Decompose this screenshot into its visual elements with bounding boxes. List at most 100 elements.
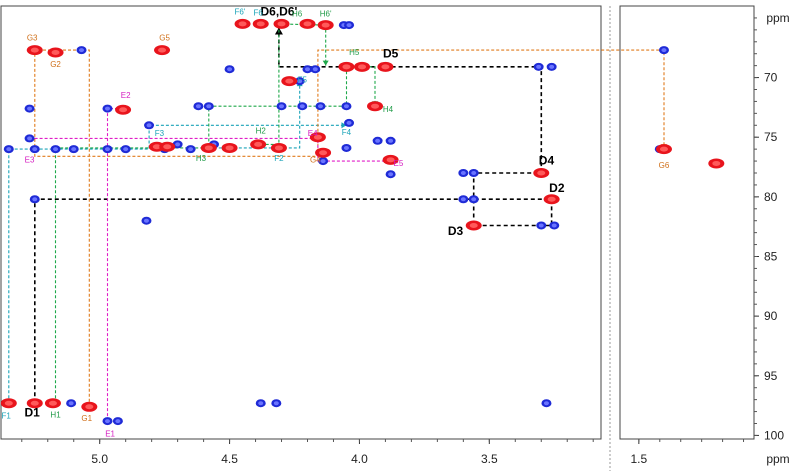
blue-crosspeak (318, 157, 329, 166)
y-tick-label: 70 (764, 71, 778, 85)
blue-crosspeak (271, 399, 282, 408)
annotation-d2: D2 (549, 181, 565, 195)
annotation-g2: G2 (50, 60, 61, 69)
blue-crosspeak (458, 195, 469, 204)
blue-crosspeak (102, 104, 113, 113)
y-tick-label: 80 (764, 190, 778, 204)
annotation-g4: G4 (310, 155, 321, 164)
red-crosspeak (270, 142, 287, 153)
axes-layer: 5.0 4.5 4.0 3.5 1.5 ppm 70 75 80 85 90 95 100 ppm (21, 11, 790, 466)
x-tick-label: 4.5 (221, 452, 238, 466)
blue-crosspeak (185, 145, 196, 154)
main-plot-frame (0, 5, 602, 440)
blue-crosspeak (549, 221, 560, 230)
annotation-d5: D5 (383, 46, 399, 60)
red-crosspeak (47, 47, 64, 58)
blue-crosspeak (144, 121, 155, 130)
blue-crosspeak (341, 143, 352, 152)
blue-crosspeak (24, 104, 35, 113)
annotation-d3: D3 (448, 224, 464, 238)
blue-crosspeak (76, 46, 87, 55)
y-tick-label: 100 (764, 428, 784, 442)
blue-crosspeak (458, 168, 469, 177)
blue-crosspeak (468, 168, 479, 177)
annotation-f5: F5 (298, 75, 308, 84)
y-tick-label: 90 (764, 309, 778, 323)
red-crosspeak (317, 20, 334, 31)
blue-crosspeak (120, 145, 131, 154)
blue-crosspeak (141, 216, 152, 225)
red-crosspeak (533, 167, 550, 178)
blue-crosspeak (372, 136, 383, 145)
annotation-g1: G1 (81, 414, 92, 423)
annotation-f3: F3 (155, 129, 165, 138)
red-crosspeak (154, 45, 171, 56)
annotation-f2: F2 (274, 154, 284, 163)
x-tick-label: 1.5 (631, 452, 648, 466)
annotation-h6: H6 (292, 10, 303, 19)
crosspeaks-layer (0, 18, 725, 426)
peak-labels-layer: D1 D2 D3 D4 D5 D6,D6' F1 F2 F3 F4 F5 F6' F6 G1 G2 G3 G4 G… (2, 5, 670, 439)
x-tick-label: 4.0 (351, 452, 368, 466)
red-crosspeak (708, 158, 725, 169)
annotation-g3: G3 (27, 34, 38, 43)
blue-crosspeak (224, 65, 235, 74)
red-crosspeak (543, 194, 560, 205)
red-crosspeak (309, 132, 326, 143)
blue-crosspeak (29, 145, 40, 154)
blue-crosspeak (546, 62, 557, 71)
blue-crosspeak (24, 134, 35, 143)
annotation-h3: H3 (196, 154, 207, 163)
y-tick-label: 75 (764, 130, 778, 144)
red-crosspeak (655, 144, 672, 155)
blue-crosspeak (536, 221, 547, 230)
blue-crosspeak (3, 145, 14, 154)
blue-crosspeak (344, 21, 355, 30)
annotation-d4: D4 (539, 154, 555, 168)
blue-crosspeak (541, 399, 552, 408)
blue-crosspeak (468, 195, 479, 204)
annotation-h2: H2 (256, 127, 267, 136)
annotation-e2: E2 (121, 91, 131, 100)
annotation-f4: F4 (342, 128, 352, 137)
blue-crosspeak (341, 102, 352, 111)
red-crosspeak (465, 220, 482, 231)
annotation-h4: H4 (383, 105, 394, 114)
blue-crosspeak (385, 136, 396, 145)
red-crosspeak (234, 18, 251, 29)
blue-crosspeak (533, 62, 544, 71)
path-e-7 (29, 137, 391, 162)
red-crosspeak (382, 154, 399, 165)
red-crosspeak (26, 45, 43, 56)
red-crosspeak (281, 76, 298, 87)
blue-crosspeak (203, 102, 214, 111)
blue-crosspeak (255, 399, 266, 408)
red-crosspeak (315, 147, 332, 158)
annotation-e5: E5 (394, 159, 404, 168)
red-crosspeak (273, 18, 290, 29)
x-tick-label: 5.0 (91, 452, 108, 466)
annotation-e3: E3 (25, 155, 35, 164)
blue-crosspeak (344, 118, 355, 127)
blue-crosspeak (310, 65, 321, 74)
arrowhead-f-1 (341, 122, 347, 129)
red-crosspeak (26, 398, 43, 409)
annotation-g6: G6 (659, 161, 670, 170)
red-crosspeak (221, 142, 238, 153)
blue-crosspeak (66, 399, 77, 408)
blue-crosspeak (193, 102, 204, 111)
annotation-h6: H6' (320, 10, 332, 19)
annotation-d6d6: D6,D6' (260, 5, 297, 19)
blue-crosspeak (315, 102, 326, 111)
red-crosspeak (367, 101, 384, 112)
inset-plot-frame (619, 5, 755, 440)
red-crosspeak (299, 18, 316, 29)
red-crosspeak (200, 142, 217, 153)
blue-crosspeak (302, 65, 313, 74)
blue-crosspeak (658, 46, 669, 55)
annotation-e4: E4 (308, 129, 318, 138)
arrowhead-h-5 (322, 60, 329, 66)
red-crosspeak (44, 398, 61, 409)
path-h-4 (54, 66, 376, 404)
